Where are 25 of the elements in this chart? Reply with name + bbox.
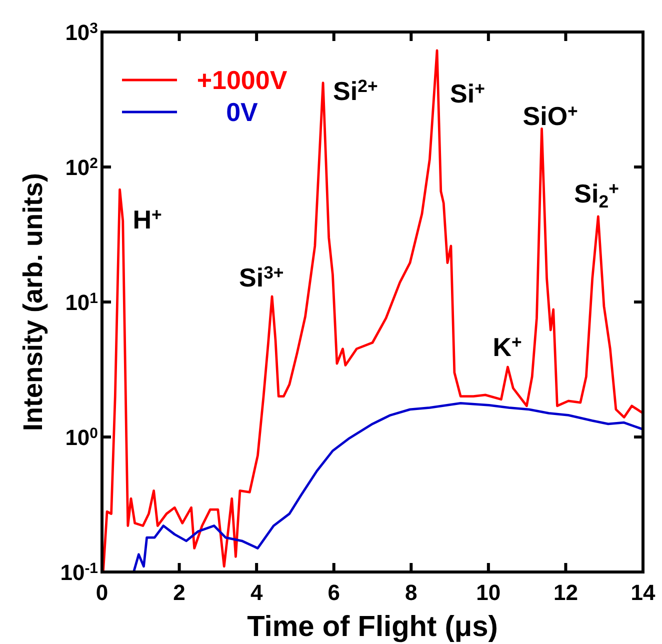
x-tick-label: 14 <box>630 580 656 605</box>
x-tick-label: 0 <box>96 580 108 605</box>
y-tick-label: 10$^{1}$ <box>65 290 98 315</box>
annotation: SiO$^{+}$ <box>522 100 578 131</box>
annotation: Si$^{2+}$ <box>333 76 378 106</box>
x-tick-label: 4 <box>250 580 264 605</box>
annotation: Si$^{+}$ <box>450 78 485 108</box>
legend-label: +1000V <box>196 65 288 95</box>
x-tick-label: 2 <box>173 580 186 605</box>
x-tick-label: 8 <box>405 580 418 605</box>
x-tick-label: 6 <box>328 580 340 605</box>
legend-label: 0V <box>226 97 259 127</box>
annotation: K$^{+}$ <box>492 332 522 362</box>
y-tick-label: 10$^{-1}$ <box>60 560 98 585</box>
y-axis-title: Intensity (arb. units) <box>18 172 48 432</box>
y-tick-label: 10$^{2}$ <box>65 155 98 180</box>
x-tick-label: 12 <box>553 580 578 605</box>
annotation: Si$^{3+}$ <box>239 262 284 292</box>
line-series <box>102 49 643 572</box>
annotation: H$^{+}$ <box>132 204 162 235</box>
line-series <box>132 402 643 572</box>
x-tick-label: 10 <box>476 580 501 605</box>
y-tick-label: 10$^{0}$ <box>65 425 98 450</box>
y-tick-label: 10$^{3}$ <box>65 20 98 45</box>
x-axis-title: Time of Flight (μs) <box>247 611 498 643</box>
